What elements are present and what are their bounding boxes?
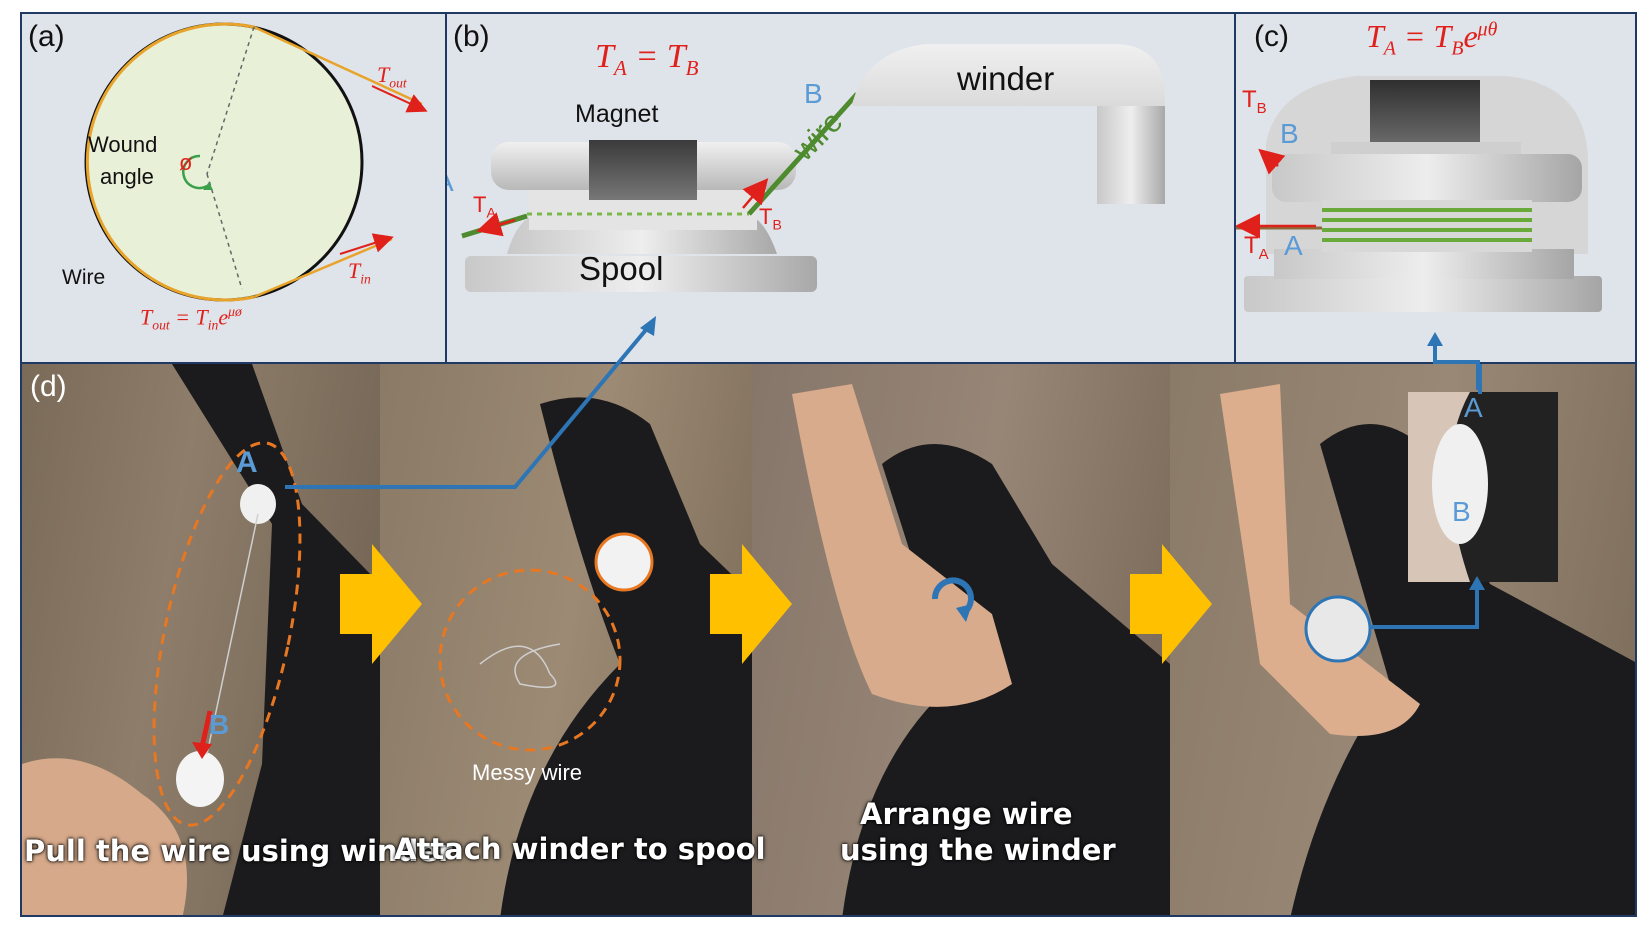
angle-arc-icon <box>182 154 208 190</box>
panel-d-photo-sequence: A B (d) A B Messy wire Pull the wire usi… <box>20 362 1637 917</box>
spool-highlight-circle <box>594 532 654 592</box>
pull-arrow <box>199 710 213 748</box>
glove-arm-shape-2 <box>500 397 752 915</box>
step-arrow-1 <box>340 544 422 664</box>
tb-label-b: TB <box>759 204 782 233</box>
tb-label-c: TB <box>1242 86 1267 117</box>
overlay-arrows <box>340 364 1485 664</box>
wound-wire-arc <box>85 22 255 302</box>
spool-base-c <box>1244 276 1602 312</box>
photo-1-shapes <box>22 364 380 915</box>
messy-wire-label: Messy wire <box>472 760 583 785</box>
capstan-equation: Tout = Tineμø <box>140 304 242 333</box>
panel-c-equation: TA = TBeμθ <box>1366 18 1498 60</box>
panel-b-spool-winder-diagram: (b) TA = TB <box>445 12 1236 364</box>
ta-label-c: TA <box>1244 232 1269 263</box>
wire-photo <box>206 513 259 755</box>
hand-shape-3 <box>792 384 1012 707</box>
angle-arrowhead-icon <box>203 182 213 190</box>
panel-b-equation: TA = TB <box>595 38 699 80</box>
step-arrow-2 <box>710 544 792 664</box>
photo-2-shapes <box>438 397 752 915</box>
photo-3-shapes <box>792 384 1170 915</box>
photo-1 <box>22 364 380 915</box>
pull-arrowhead-icon <box>192 742 212 759</box>
glove-arm-shape-4 <box>1290 424 1635 915</box>
step-arrow-3 <box>1130 544 1212 664</box>
zoom-connector-arrowhead-icon <box>1469 576 1485 590</box>
caption-step-2: Attach winder to spool <box>394 832 766 866</box>
winder-shape <box>852 44 1166 204</box>
messy-wire-circle <box>438 568 622 752</box>
caption-step-3-line-2: using the winder <box>840 833 1116 867</box>
zoom-connector <box>1370 586 1479 629</box>
hand-shape-4 <box>1220 384 1420 736</box>
tb-arrow <box>742 178 769 209</box>
spool-label: Spool <box>579 250 664 287</box>
ta-arrow <box>476 212 516 237</box>
point-b-b-label: B <box>804 78 823 109</box>
t-in-label: Tin <box>348 258 371 287</box>
inset-point-a: A <box>1464 392 1483 423</box>
winder-stem <box>1097 106 1165 204</box>
wire-out-line <box>253 25 423 106</box>
t-in-arrow <box>339 233 394 255</box>
spool-winder-drawing <box>461 44 1166 292</box>
angle-symbol: ø <box>179 150 193 175</box>
magnet-label: Magnet <box>575 100 659 128</box>
wire-in-line <box>253 237 393 299</box>
caption-step-1: Pull the wire using winder <box>24 834 453 868</box>
panel-c-wound-spool-diagram: (c) TA = TBeμθ <box>1234 12 1637 364</box>
tb-arrow-c <box>1258 148 1286 175</box>
spool-upper-flange-c <box>1272 154 1582 202</box>
panel-b-label: (b) <box>453 20 490 53</box>
panel-c-label: (c) <box>1254 20 1289 53</box>
panel-d-label: (d) <box>30 370 67 403</box>
spool-photo-icon <box>240 484 276 524</box>
photo-3 <box>752 364 1170 915</box>
t-out-label: Tout <box>377 62 407 91</box>
radius-dashed-1 <box>206 26 255 175</box>
zoom-inset-spool <box>1432 424 1488 544</box>
t-out-arrow <box>371 85 428 113</box>
inset-point-b: B <box>1452 496 1471 527</box>
caption-step-3-line-1: Arrange wire <box>860 797 1073 831</box>
point-a-c-label: A <box>1284 230 1303 261</box>
magnet-block <box>589 140 697 200</box>
wound-angle-label-1: Wound <box>88 132 158 157</box>
wire-label: Wire <box>62 266 106 289</box>
hand-shape <box>22 758 187 915</box>
spool-core-c <box>1322 200 1532 252</box>
point-b-c-label: B <box>1280 118 1299 149</box>
rotate-arrowhead-icon <box>956 604 972 622</box>
winder-photo-icon <box>176 751 224 807</box>
photo-point-b: B <box>209 709 230 740</box>
photo-4-shapes <box>1220 384 1635 915</box>
winder-label: winder <box>957 60 1055 97</box>
panel-a-capstan-diagram: (a) Wound angle ø Wire Tout Tin Tout = T… <box>20 12 447 364</box>
photo-4: A B <box>1170 364 1635 915</box>
ta-label-b: TA <box>473 192 496 221</box>
spool-lower-flange-c <box>1274 249 1574 279</box>
capstan-drawing <box>84 22 428 302</box>
spool-base <box>465 256 817 292</box>
panel-a-label: (a) <box>28 20 65 53</box>
glove-arm-shape <box>172 364 380 915</box>
wound-spool-drawing <box>1236 76 1602 312</box>
wound-angle-label-2: angle <box>100 164 154 189</box>
magnet-collar <box>1331 142 1521 156</box>
photo-point-a: A <box>236 446 258 479</box>
magnet-block-c <box>1370 80 1480 144</box>
messy-wire-squiggle <box>479 643 561 689</box>
